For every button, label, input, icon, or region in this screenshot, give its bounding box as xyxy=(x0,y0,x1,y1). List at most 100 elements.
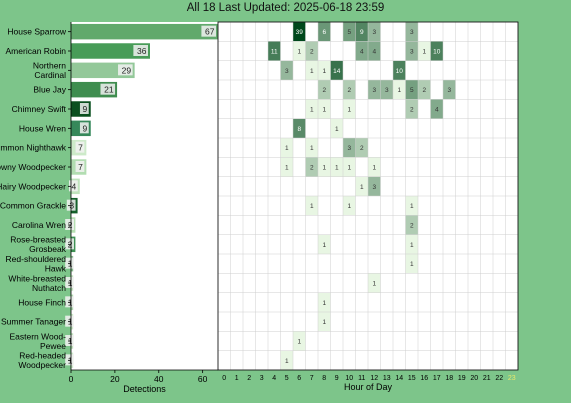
bar-value-label: 21 xyxy=(104,85,114,95)
heatmap-cell xyxy=(393,80,406,100)
heatmap-cell xyxy=(430,41,443,61)
heatmap-cell xyxy=(405,41,418,61)
category-tick-label: Northern xyxy=(33,61,66,71)
heatmap-cell-value: 1 xyxy=(285,165,289,172)
hour-tick-label: 11 xyxy=(358,375,365,382)
x-tick-label: 20 xyxy=(110,374,120,384)
category-tick-label: Summer Tanager xyxy=(1,317,66,327)
hour-tick-label: 13 xyxy=(383,375,391,382)
hour-tick-label: 4 xyxy=(272,375,276,382)
heatmap-cell-value: 2 xyxy=(310,165,314,172)
heatmap-cell-value: 1 xyxy=(410,242,414,249)
heatmap-cell xyxy=(305,99,318,119)
heatmap-cell-value: 1 xyxy=(372,281,376,288)
heatmap-cell-value: 1 xyxy=(322,300,326,307)
heatmap-cell xyxy=(305,157,318,177)
hour-tick-label: 1 xyxy=(235,375,239,382)
heatmap-cell xyxy=(268,41,281,61)
heatmap-cell-value: 1 xyxy=(322,68,326,75)
heatmap-cell xyxy=(405,234,418,254)
heatmap-cell-value: 1 xyxy=(297,49,301,56)
heatmap-cell xyxy=(280,60,293,80)
heatmap-cell-value: 1 xyxy=(397,87,401,94)
x-tick-label: 40 xyxy=(154,374,164,384)
heatmap-cell-value: 2 xyxy=(422,87,426,94)
heatmap-cell-value: 2 xyxy=(410,107,414,114)
category-tick-label: Eastern Wood- xyxy=(9,331,66,341)
heatmap-cell-value: 2 xyxy=(310,49,314,56)
heatmap-cell-value: 4 xyxy=(372,49,376,56)
heatmap-cell-value: 3 xyxy=(372,87,376,94)
heatmap-cell-value: 6 xyxy=(322,29,326,36)
category-tick-label: House Sparrow xyxy=(7,27,66,37)
heatmap-cell-value: 1 xyxy=(310,68,314,75)
heatmap-cell xyxy=(418,41,431,61)
hour-tick-label: 0 xyxy=(222,375,226,382)
bar-value-label-bg xyxy=(68,180,78,192)
heatmap-x-axis-label: Hour of Day xyxy=(344,382,393,392)
heatmap-cell xyxy=(405,99,418,119)
hour-tick-label: 17 xyxy=(433,375,441,382)
bar-value-label-bg xyxy=(65,296,74,308)
heatmap-cell xyxy=(293,41,306,61)
heatmap-cell-value: 5 xyxy=(410,87,414,94)
heatmap-cell xyxy=(355,138,368,158)
heatmap-cell-value: 3 xyxy=(410,29,414,36)
x-tick-label: 60 xyxy=(198,374,208,384)
heatmap-cell-value: 11 xyxy=(271,49,278,56)
bar-value-label-bg xyxy=(100,83,116,95)
hour-tick-label: 10 xyxy=(345,375,353,382)
category-tick-label: Cardinal xyxy=(34,70,66,80)
heatmap-cell xyxy=(343,157,356,177)
category-tick-label: Grosbeak xyxy=(29,244,67,254)
heatmap-cell xyxy=(293,22,306,42)
heatmap-cell-value: 3 xyxy=(447,87,451,94)
category-tick-label: American Robin xyxy=(6,46,67,56)
heatmap-cell-value: 3 xyxy=(372,184,376,191)
category-tick-label: Hairy Woodpecker xyxy=(0,181,66,191)
bar-value-label-bg xyxy=(79,122,89,134)
bar-value-label: 9 xyxy=(83,123,88,133)
bar-value-label-bg xyxy=(201,25,216,37)
bar-value-label: 7 xyxy=(78,162,83,172)
heatmap-cell-value: 2 xyxy=(347,87,351,94)
x-tick-label: 0 xyxy=(69,374,74,384)
bar-value-label-bg xyxy=(75,161,85,172)
category-tick-label: Woodpecker xyxy=(18,360,66,370)
heatmap-cell-value: 1 xyxy=(322,165,326,172)
heatmap-cell xyxy=(355,41,368,61)
heatmap-frame xyxy=(217,21,519,371)
heatmap-cell xyxy=(330,118,343,138)
heatmap-cell-value: 4 xyxy=(360,49,364,56)
heatmap-cell-value: 1 xyxy=(335,126,339,133)
heatmap-cell xyxy=(368,80,381,100)
heatmap-cell xyxy=(318,234,331,254)
heatmap-cell-value: 1 xyxy=(347,165,351,172)
heatmap-cell-value: 1 xyxy=(347,203,351,210)
heatmap-cell-value: 1 xyxy=(410,261,414,268)
heatmap-cell xyxy=(343,80,356,100)
hour-tick-label: 3 xyxy=(260,375,264,382)
heatmap-cell-value: 1 xyxy=(310,203,314,210)
heatmap-cell xyxy=(405,254,418,274)
category-tick-label: White-breasted xyxy=(8,273,66,283)
hour-tick-label: 19 xyxy=(458,375,466,382)
heatmap-cell xyxy=(430,99,443,119)
heatmap-cell xyxy=(418,80,431,100)
heatmap-cell xyxy=(368,22,381,42)
heatmap-cell xyxy=(355,176,368,196)
category-tick-label: Pewee xyxy=(40,341,66,351)
heatmap-cell xyxy=(443,80,456,100)
heatmap-cell-value: 1 xyxy=(422,49,426,56)
heatmap-cell xyxy=(405,196,418,216)
heatmap-cell-value: 1 xyxy=(360,184,364,191)
hour-tick-label: 8 xyxy=(322,375,326,382)
bar-value-label-bg xyxy=(65,277,74,288)
hour-tick-label: 18 xyxy=(445,375,453,382)
category-tick-label: Rose-breasted xyxy=(10,235,66,245)
heatmap-cell xyxy=(305,138,318,158)
heatmap-cell xyxy=(318,22,331,42)
heatmap-cell xyxy=(280,138,293,158)
heatmap-cell xyxy=(380,80,393,100)
bar-value-label: 36 xyxy=(137,46,147,56)
